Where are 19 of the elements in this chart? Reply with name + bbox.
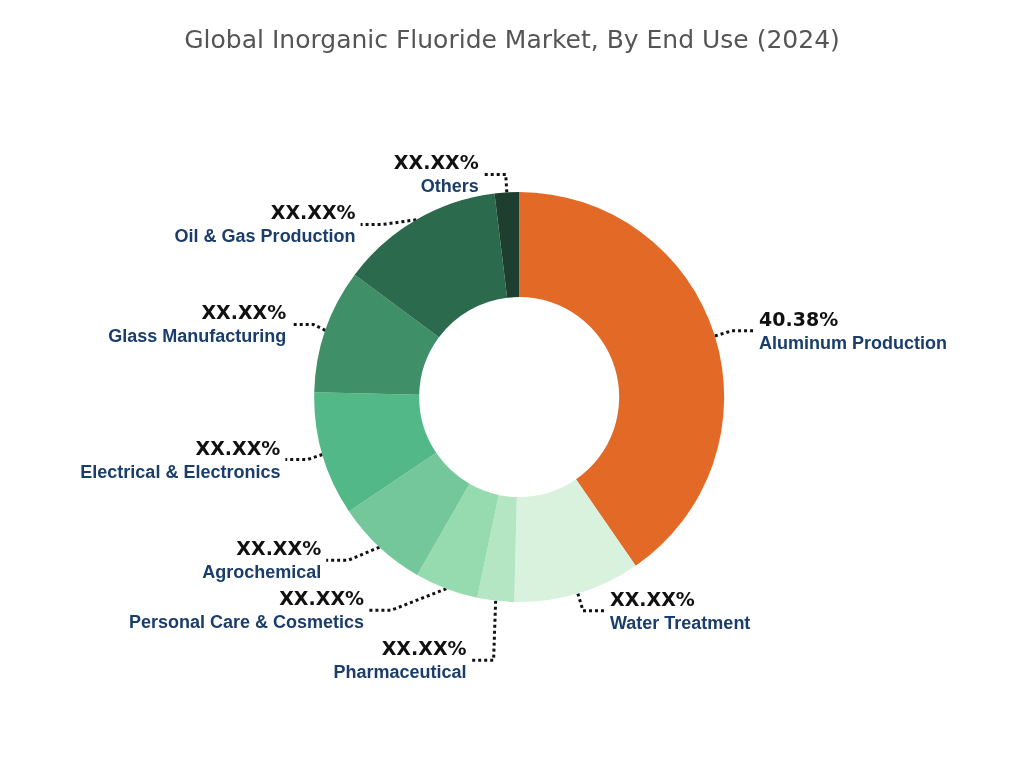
chart-title: Global Inorganic Fluoride Market, By End Use (2024) xyxy=(184,25,840,54)
data-label: XX.XX% xyxy=(279,587,365,610)
data-label: XX.XX% xyxy=(393,151,479,174)
data-label: 40.38% xyxy=(759,307,839,330)
data-label: XX.XX% xyxy=(270,201,356,224)
data-label: XX.XX% xyxy=(236,537,322,560)
slice-label: Water Treatment xyxy=(610,612,751,633)
slice-label: Agrochemical xyxy=(202,562,322,583)
data-label: XX.XX% xyxy=(201,301,287,324)
slice-label: Oil & Gas Production xyxy=(174,226,356,247)
data-label: XX.XX% xyxy=(381,637,467,660)
data-label: XX.XX% xyxy=(195,436,281,459)
slice-label: Aluminum Production xyxy=(759,332,948,353)
slice-label: Pharmaceutical xyxy=(333,662,467,683)
slice-label: Glass Manufacturing xyxy=(108,326,287,347)
slice-label: Electrical & Electronics xyxy=(80,461,281,482)
slice-label: Personal Care & Cosmetics xyxy=(128,612,365,633)
slice-label: Others xyxy=(420,176,479,197)
data-label: XX.XX% xyxy=(610,587,695,610)
